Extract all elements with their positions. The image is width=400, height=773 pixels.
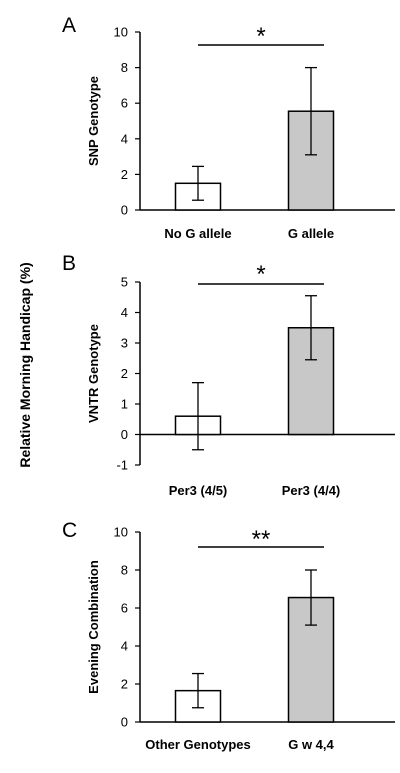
y-tick-label-A: 2 [121, 167, 128, 182]
y-axis-label-B: VNTR Genotype [86, 324, 101, 423]
category-label-C-0: Other Genotypes [145, 737, 250, 752]
y-tick-label-A: 4 [121, 131, 128, 146]
y-tick-label-C: 6 [121, 601, 128, 616]
shared-y-axis-label: Relative Morning Handicap (%) [17, 262, 33, 467]
y-tick-label-B: 4 [121, 305, 128, 320]
y-axis-label-C: Evening Combination [86, 560, 101, 694]
y-tick-label-B: -1 [116, 458, 128, 473]
y-axis-label-A: SNP Genotype [86, 76, 101, 166]
category-label-C-1: G w 4,4 [288, 737, 334, 752]
significance-marker-B: * [256, 261, 265, 288]
y-tick-label-C: 2 [121, 677, 128, 692]
y-tick-label-A: 6 [121, 96, 128, 111]
y-tick-label-B: 2 [121, 366, 128, 381]
y-tick-label-A: 8 [121, 60, 128, 75]
y-tick-label-C: 0 [121, 715, 128, 730]
y-tick-label-B: 0 [121, 427, 128, 442]
y-tick-label-A: 0 [121, 203, 128, 218]
panel-letter-B: B [62, 252, 76, 275]
y-tick-label-B: 1 [121, 397, 128, 412]
y-tick-label-A: 10 [114, 25, 128, 40]
significance-marker-A: * [256, 23, 265, 50]
y-tick-label-C: 8 [121, 563, 128, 578]
y-tick-label-B: 3 [121, 336, 128, 351]
panel-letter-C: C [62, 519, 77, 542]
y-tick-label-C: 10 [114, 525, 128, 540]
y-tick-label-C: 4 [121, 639, 128, 654]
category-label-A-1: G allele [288, 226, 334, 241]
significance-marker-C: ** [252, 526, 271, 553]
category-label-B-1: Per3 (4/4) [282, 483, 341, 498]
panel-letter-A: A [62, 14, 76, 37]
category-label-A-0: No G allele [164, 226, 231, 241]
category-label-B-0: Per3 (4/5) [169, 483, 228, 498]
y-tick-label-B: 5 [121, 275, 128, 290]
